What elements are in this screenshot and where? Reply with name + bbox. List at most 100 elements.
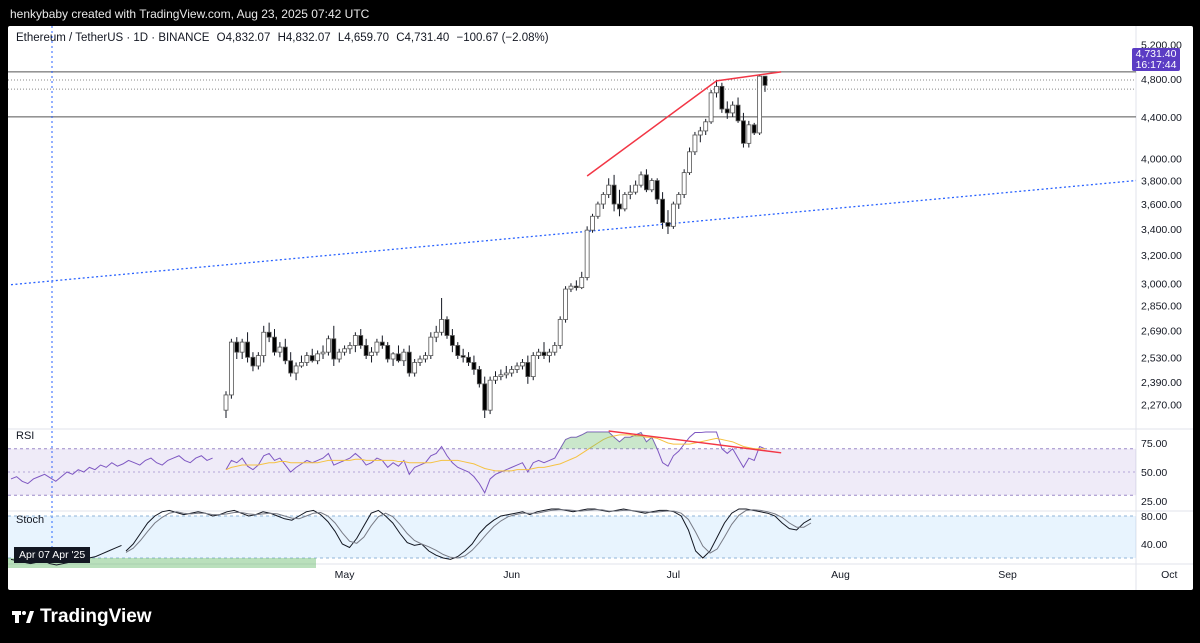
symbol-legend: Ethereum / TetherUS · 1D · BINANCE O4,83… (16, 32, 553, 44)
price-candle-53 (509, 365, 515, 377)
time-tick-label-3: Aug (831, 569, 850, 581)
price-candle-54 (514, 362, 520, 374)
price-candle-12 (288, 352, 294, 377)
candle-body-8 (266, 331, 272, 338)
candle-body-74 (622, 194, 628, 210)
brand-name: TradingView (40, 606, 152, 627)
candle-body-58 (536, 351, 542, 356)
price-candle-23 (347, 342, 353, 354)
price-candle-94 (730, 101, 736, 117)
candle-body-9 (272, 336, 277, 353)
rsi-band (8, 448, 1136, 496)
price-tick-label-10: 2,690.00 (1141, 326, 1182, 338)
attribution-text: henkybaby created with TradingView.com, … (10, 7, 370, 21)
candle-body-6 (255, 355, 261, 367)
candle-body-39 (433, 331, 439, 338)
candle-body-67 (584, 229, 590, 278)
price-candle-41 (444, 316, 450, 339)
candle-body-31 (390, 353, 396, 360)
candle-body-14 (299, 362, 304, 367)
candle-body-60 (547, 351, 552, 356)
candle-body-24 (352, 335, 358, 346)
price-candle-93 (724, 101, 730, 119)
price-candle-77 (638, 171, 644, 188)
price-candle-2 (234, 337, 240, 360)
candle-body-22 (342, 348, 347, 353)
candle-body-11 (282, 346, 288, 362)
legend-open: O4,832.07 (216, 32, 271, 44)
price-candle-72 (611, 174, 617, 212)
price-candle-6 (255, 352, 261, 370)
candle-body-68 (590, 215, 595, 231)
candle-body-3 (239, 341, 245, 353)
price-candle-97 (746, 120, 752, 148)
price-tick-label-9: 2,850.00 (1141, 301, 1182, 313)
candle-body-90 (708, 92, 714, 123)
candle-body-0 (223, 394, 229, 411)
candle-body-79 (649, 180, 655, 191)
price-candle-34 (406, 345, 412, 377)
candle-body-65 (573, 285, 579, 289)
legend-symbol: Ethereum / TetherUS · 1D · BINANCE (16, 32, 210, 44)
price-candle-26 (363, 338, 369, 360)
time-tick-label-4: Sep (998, 569, 1017, 581)
price-candle-10 (277, 342, 283, 358)
candle-body-89 (703, 121, 709, 132)
stoch-tick-label-1: 40.00 (1141, 539, 1167, 551)
price-candle-69 (595, 201, 601, 219)
price-candle-16 (309, 348, 315, 363)
legend-high: H4,832.07 (277, 32, 331, 44)
price-candle-82 (665, 210, 671, 235)
candle-body-34 (406, 351, 412, 374)
rsi-overbought-fill-1 (560, 432, 658, 449)
price-candle-84 (676, 192, 682, 209)
price-candle-15 (304, 352, 310, 366)
candle-body-86 (687, 151, 692, 174)
candle-body-80 (654, 180, 660, 200)
candle-body-53 (509, 369, 515, 374)
price-candle-5 (250, 352, 256, 372)
legend-low: L4,659.70 (337, 32, 390, 44)
price-tick-label-6: 3,400.00 (1141, 224, 1182, 236)
rsi-tick-label-0: 75.00 (1141, 438, 1167, 450)
candle-body-38 (428, 336, 434, 356)
price-candle-47 (476, 365, 482, 388)
candle-body-35 (412, 362, 418, 374)
price-candle-20 (331, 325, 337, 366)
price-candle-60 (547, 348, 552, 363)
candle-body-29 (379, 341, 385, 346)
price-candle-95 (735, 97, 741, 123)
chart-svg[interactable]: 5,200.004,800.004,400.004,000.003,800.00… (8, 26, 1193, 590)
red-price-trend-line-1 (586, 80, 717, 177)
candle-body-36 (417, 358, 423, 363)
candle-body-62 (557, 319, 563, 346)
candle-body-26 (363, 345, 369, 356)
candle-body-81 (660, 198, 665, 223)
candle-body-52 (503, 372, 509, 376)
candle-body-49 (487, 379, 493, 411)
time-tick-label-0: May (335, 569, 356, 581)
price-candle-30 (385, 342, 391, 363)
candle-body-83 (670, 203, 676, 227)
price-candle-83 (670, 201, 676, 229)
price-candle-13 (293, 362, 299, 381)
legend-close: C4,731.40 (396, 32, 450, 44)
candle-body-78 (644, 174, 649, 191)
price-candle-56 (525, 355, 531, 384)
chart-area[interactable]: 5,200.00 4,800.00 4,400.00 4,000.00 3,800.00… (8, 26, 1193, 590)
candle-body-59 (541, 351, 547, 356)
price-tick-label-11: 2,530.00 (1141, 352, 1182, 364)
candle-body-94 (730, 104, 736, 114)
price-candle-71 (606, 178, 612, 199)
candle-body-44 (460, 355, 466, 358)
rsi-tick-label-1: 50.00 (1141, 467, 1167, 479)
candle-body-19 (326, 338, 331, 353)
time-tick-label-1: Jun (503, 569, 520, 581)
price-candle-87 (692, 131, 698, 156)
rsi-divergence-line (608, 430, 782, 454)
price-candle-9 (272, 329, 277, 356)
price-tick-label-1: 4,800.00 (1141, 74, 1182, 86)
price-candle-78 (644, 169, 649, 193)
price-candle-64 (568, 283, 574, 293)
price-candle-3 (239, 338, 245, 360)
